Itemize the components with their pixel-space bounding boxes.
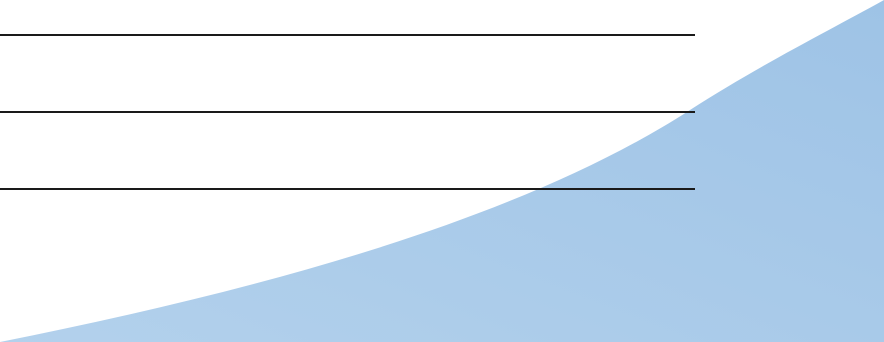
- writing-line-1: [0, 34, 695, 36]
- writing-line-2: [0, 111, 695, 113]
- writing-line-3: [0, 188, 695, 190]
